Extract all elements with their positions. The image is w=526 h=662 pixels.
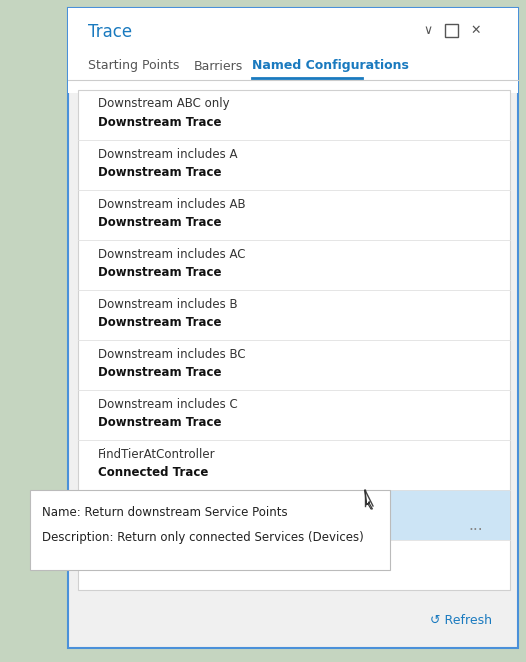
Text: Downstream Trace: Downstream Trace	[98, 216, 221, 228]
Text: ↺ Refresh: ↺ Refresh	[430, 614, 492, 626]
Text: Connected Trace: Connected Trace	[98, 465, 208, 479]
Bar	[78, 90, 510, 590]
Text: Downstream Trace: Downstream Trace	[98, 115, 221, 128]
Bar	[78, 490, 510, 540]
Polygon shape	[365, 490, 372, 509]
Text: ✕: ✕	[471, 23, 481, 36]
Text: Trace: Trace	[88, 23, 132, 41]
Text: Downstream ABC only: Downstream ABC only	[98, 97, 230, 111]
Text: FindTierAtController: FindTierAtController	[98, 448, 216, 461]
Text: Barriers: Barriers	[194, 60, 243, 73]
Bar	[68, 8, 518, 648]
Text: Downstream Trace: Downstream Trace	[98, 416, 221, 428]
Text: Downstream Trace: Downstream Trace	[98, 265, 221, 279]
Text: Downstream includes AC: Downstream includes AC	[98, 248, 246, 261]
Text: Downstream Trace: Downstream Trace	[98, 166, 221, 179]
Text: ···: ···	[469, 522, 483, 538]
Text: Description: Return only connected Services (Devices): Description: Return only connected Servi…	[42, 532, 364, 545]
Text: Downstream includes B: Downstream includes B	[98, 297, 238, 310]
Bar	[68, 8, 518, 93]
Text: Connected Trace: Connected Trace	[98, 516, 208, 528]
Bar	[30, 490, 390, 570]
Text: Downstream includes A: Downstream includes A	[98, 148, 238, 160]
Text: Downstream Trace: Downstream Trace	[98, 547, 208, 561]
Text: Return downstream Service Points: Return downstream Service Points	[98, 498, 301, 510]
Text: Name: Return downstream Service Points: Name: Return downstream Service Points	[42, 506, 288, 518]
Bar	[445, 24, 458, 37]
Text: Downstream Trace: Downstream Trace	[98, 316, 221, 328]
Text: Downstream includes BC: Downstream includes BC	[98, 348, 246, 361]
Text: Downstream includes AB: Downstream includes AB	[98, 197, 246, 211]
Text: Starting Points: Starting Points	[88, 60, 179, 73]
Text: ∨: ∨	[423, 23, 432, 36]
Text: Downstream includes C: Downstream includes C	[98, 397, 238, 410]
Text: Downstream Trace: Downstream Trace	[98, 365, 221, 379]
Text: Named Configurations: Named Configurations	[252, 60, 409, 73]
